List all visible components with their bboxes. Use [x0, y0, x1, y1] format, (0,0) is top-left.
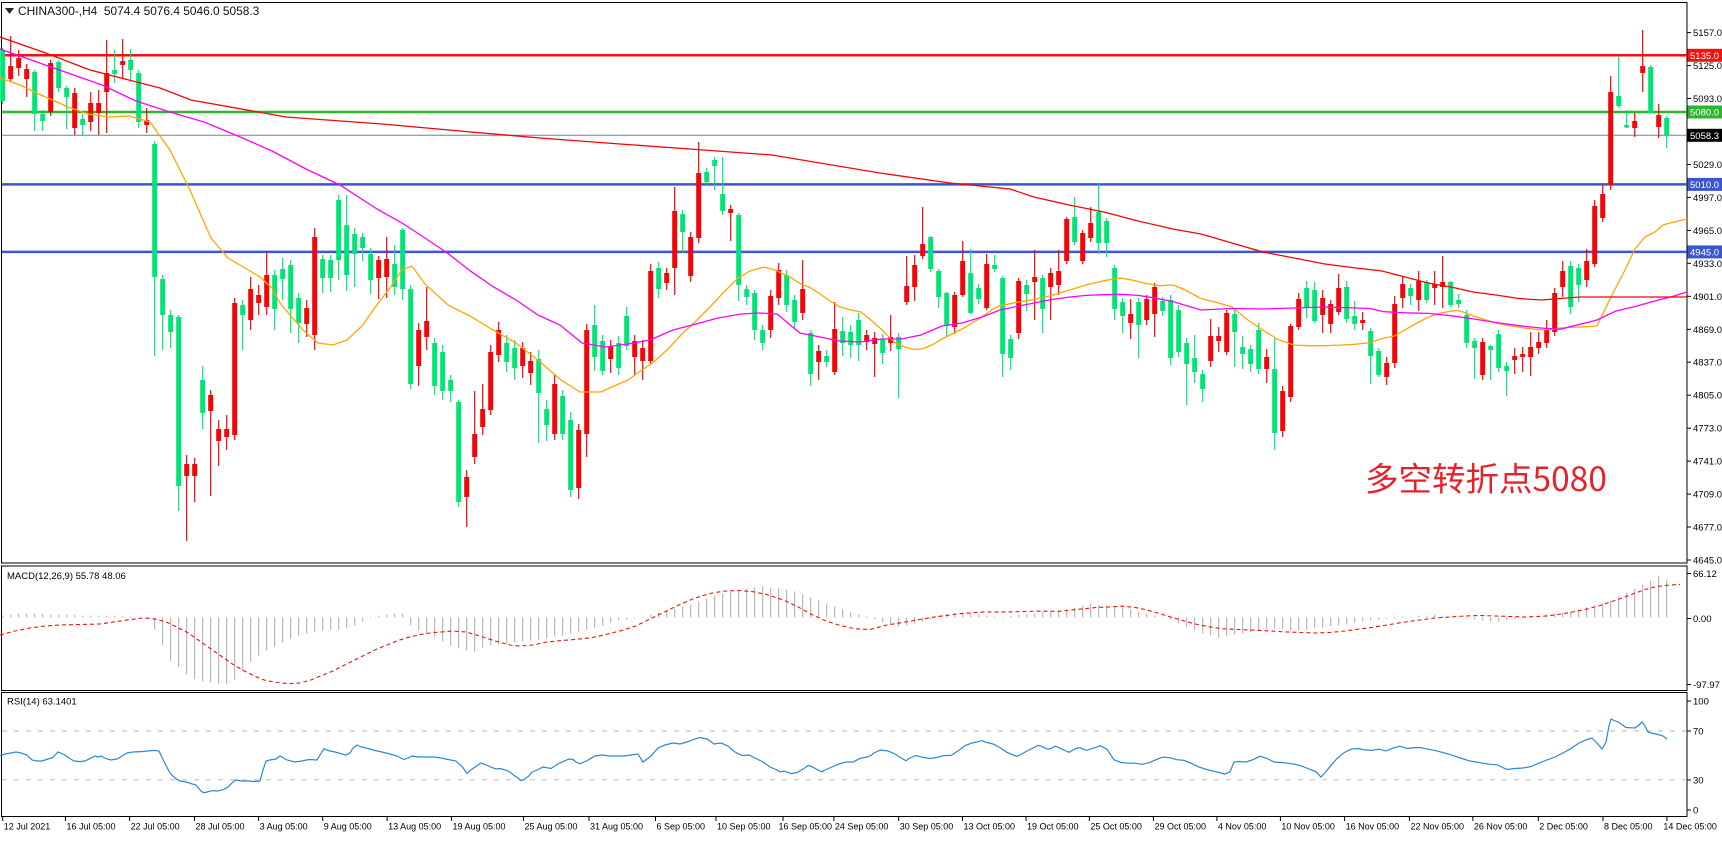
svg-text:4869.0: 4869.0 [1693, 325, 1722, 336]
svg-text:MACD(12,26,9) 55.78 48.06: MACD(12,26,9) 55.78 48.06 [7, 571, 126, 582]
svg-text:4677.0: 4677.0 [1693, 523, 1722, 534]
svg-text:28 Jul 05:00: 28 Jul 05:00 [196, 822, 245, 832]
svg-text:5010.0: 5010.0 [1690, 180, 1719, 191]
svg-text:24 Sep 05:00: 24 Sep 05:00 [835, 822, 889, 832]
svg-text:0: 0 [1693, 806, 1698, 817]
svg-text:19 Oct 05:00: 19 Oct 05:00 [1027, 822, 1079, 832]
svg-text:10 Nov 05:00: 10 Nov 05:00 [1281, 822, 1335, 832]
svg-text:5135.0: 5135.0 [1690, 51, 1719, 62]
svg-text:4901.0: 4901.0 [1693, 292, 1722, 303]
svg-text:100: 100 [1693, 697, 1709, 708]
svg-text:5029.0: 5029.0 [1693, 160, 1722, 171]
svg-text:13 Aug 05:00: 13 Aug 05:00 [388, 822, 441, 832]
svg-text:22 Jul 05:00: 22 Jul 05:00 [131, 822, 180, 832]
svg-text:66.12: 66.12 [1693, 569, 1717, 580]
svg-text:5157.0: 5157.0 [1693, 28, 1722, 39]
svg-text:4645.0: 4645.0 [1693, 556, 1722, 567]
svg-text:8 Dec 05:00: 8 Dec 05:00 [1604, 822, 1653, 832]
svg-text:5058.3: 5058.3 [1690, 131, 1719, 142]
svg-text:10 Sep 05:00: 10 Sep 05:00 [717, 822, 771, 832]
svg-text:16 Jul 05:00: 16 Jul 05:00 [67, 822, 116, 832]
svg-text:RSI(14) 63.1401: RSI(14) 63.1401 [7, 697, 77, 708]
svg-text:2 Dec 05:00: 2 Dec 05:00 [1539, 822, 1588, 832]
svg-text:31 Aug 05:00: 31 Aug 05:00 [590, 822, 643, 832]
svg-text:26 Nov 05:00: 26 Nov 05:00 [1474, 822, 1528, 832]
svg-text:25 Aug 05:00: 25 Aug 05:00 [525, 822, 578, 832]
svg-text:9 Aug 05:00: 9 Aug 05:00 [324, 822, 372, 832]
svg-text:4933.0: 4933.0 [1693, 259, 1722, 270]
svg-text:13 Oct 05:00: 13 Oct 05:00 [964, 822, 1016, 832]
svg-text:4709.0: 4709.0 [1693, 490, 1722, 501]
svg-text:16 Sep 05:00: 16 Sep 05:00 [779, 822, 833, 832]
svg-text:5080.0: 5080.0 [1690, 108, 1719, 119]
svg-text:0.00: 0.00 [1693, 614, 1712, 625]
svg-text:4837.0: 4837.0 [1693, 358, 1722, 369]
svg-text:4997.0: 4997.0 [1693, 193, 1722, 204]
svg-text:25 Oct 05:00: 25 Oct 05:00 [1090, 822, 1142, 832]
svg-text:4741.0: 4741.0 [1693, 457, 1722, 468]
svg-text:3 Aug 05:00: 3 Aug 05:00 [260, 822, 308, 832]
svg-text:12 Jul 2021: 12 Jul 2021 [4, 822, 51, 832]
svg-text:4945.0: 4945.0 [1690, 247, 1719, 258]
svg-text:4 Nov 05:00: 4 Nov 05:00 [1218, 822, 1267, 832]
svg-text:16 Nov 05:00: 16 Nov 05:00 [1346, 822, 1400, 832]
svg-text:4965.0: 4965.0 [1693, 226, 1722, 237]
svg-text:30 Sep 05:00: 30 Sep 05:00 [900, 822, 954, 832]
svg-text:6 Sep 05:00: 6 Sep 05:00 [657, 822, 706, 832]
svg-text:4805.0: 4805.0 [1693, 391, 1722, 402]
svg-text:CHINA300-,H4 5074.4 5076.4 50: CHINA300-,H4 5074.4 5076.4 5046.0 5058.3 [18, 4, 260, 18]
svg-text:30: 30 [1693, 776, 1704, 787]
svg-text:70: 70 [1693, 727, 1704, 738]
svg-text:4773.0: 4773.0 [1693, 424, 1722, 435]
svg-text:14 Dec 05:00: 14 Dec 05:00 [1663, 822, 1717, 832]
svg-text:-97.97: -97.97 [1693, 680, 1720, 691]
svg-text:5093.0: 5093.0 [1693, 94, 1722, 105]
svg-text:19 Aug 05:00: 19 Aug 05:00 [453, 822, 506, 832]
svg-text:29 Oct 05:00: 29 Oct 05:00 [1155, 822, 1207, 832]
svg-text:22 Nov 05:00: 22 Nov 05:00 [1411, 822, 1465, 832]
svg-text:5125.0: 5125.0 [1693, 61, 1722, 72]
